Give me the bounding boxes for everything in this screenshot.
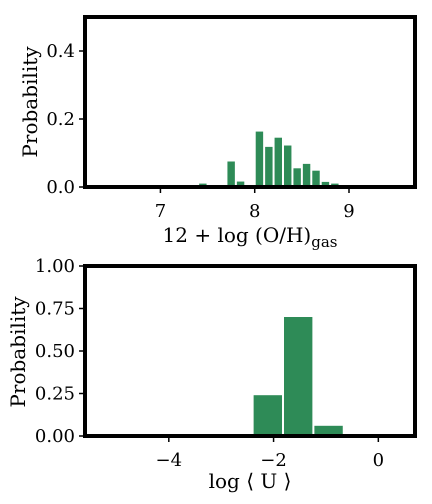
metallicity-bar-9	[312, 170, 320, 187]
metallicity-x-tick-label-0: 7	[155, 201, 166, 222]
metallicity-x-axis-label-main: 12 + log (O/H)	[163, 223, 312, 247]
metallicity-bar-3	[255, 131, 264, 187]
ionization-y-axis-label: Probability	[6, 296, 30, 408]
metallicity-bar-4	[265, 146, 273, 187]
ionization-y-tick-label-1: 0.25	[35, 384, 75, 405]
metallicity-bar-7	[293, 168, 301, 187]
ionization-x-tick-label-1: −2	[260, 450, 287, 471]
ionization-bar-2	[314, 425, 343, 436]
ionization-x-tick-label-0: −4	[156, 450, 183, 471]
ionization-y-tick-label-0: 0.00	[35, 426, 75, 447]
metallicity-x-axis-label-subscript: gas	[311, 233, 337, 251]
metallicity-x-tick-label-1: 8	[249, 201, 260, 222]
metallicity-x-tick-label-2: 9	[343, 201, 354, 222]
ionization-y-tick-label-4: 1.00	[35, 256, 75, 277]
metallicity-bar-8	[302, 163, 311, 187]
ionization-bar-0	[253, 395, 282, 436]
metallicity-y-tick-label-0: 0.0	[46, 177, 75, 198]
ionization-histogram-panel: −4 −2 0 0.00 0.25 0.50 0.75 1.00 Probability lo…	[6, 256, 417, 493]
metallicity-bar-10	[321, 181, 330, 187]
ionization-plot-frame	[83, 264, 417, 438]
ionization-y-tick-label-2: 0.50	[35, 341, 75, 362]
metallicity-bars	[199, 131, 339, 187]
metallicity-y-axis-label: Probability	[18, 46, 42, 158]
metallicity-x-axis-label: 12 + log (O/H)gas	[163, 223, 338, 251]
metallicity-ticks: 7 8 9 0.0 0.2 0.4	[46, 41, 354, 222]
metallicity-histogram-panel: 7 8 9 0.0 0.2 0.4 Probability 12 + log (O/H)g…	[18, 15, 417, 251]
ionization-x-tick-label-2: 0	[373, 450, 384, 471]
metallicity-bar-2	[236, 181, 245, 187]
metallicity-bar-6	[284, 145, 292, 187]
metallicity-y-tick-label-2: 0.4	[46, 41, 75, 62]
ionization-ticks: −4 −2 0 0.00 0.25 0.50 0.75 1.00	[35, 256, 384, 471]
metallicity-bar-5	[274, 137, 282, 187]
ionization-bars	[253, 317, 343, 436]
metallicity-plot-frame	[83, 15, 417, 189]
ionization-bar-1	[284, 317, 313, 436]
ionization-x-axis-label: log ⟨ U ⟩	[209, 469, 292, 493]
metallicity-y-tick-label-1: 0.2	[46, 109, 75, 130]
metallicity-bar-1	[227, 161, 235, 187]
ionization-y-tick-label-3: 0.75	[35, 299, 75, 320]
